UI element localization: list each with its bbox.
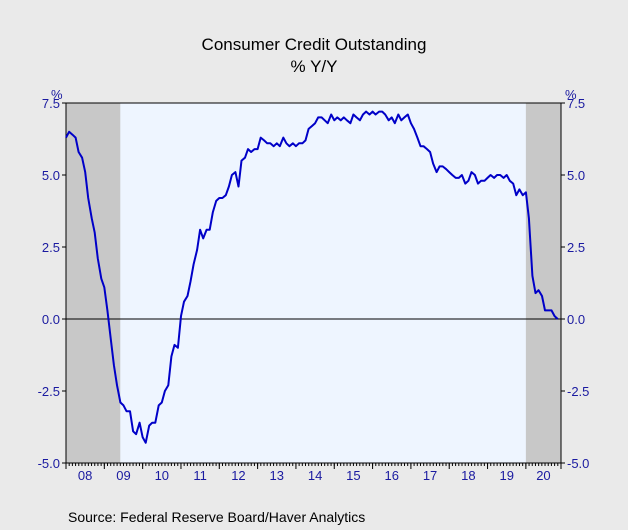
- x-tick-label: 18: [461, 468, 475, 483]
- x-tick-label: 17: [423, 468, 437, 483]
- series-line-1: [65, 110, 559, 444]
- y-tick-label-left: 5.0: [42, 168, 60, 183]
- x-tick-label: 09: [116, 468, 130, 483]
- x-tick-label: 19: [499, 468, 513, 483]
- y-tick-label-left: -5.0: [38, 456, 60, 471]
- source-note: Source: Federal Reserve Board/Haver Anal…: [68, 509, 365, 525]
- plot-frame: [65, 102, 562, 464]
- recession-band-1: [66, 103, 121, 463]
- x-tick-label: 15: [346, 468, 360, 483]
- y-tick-label-left: 2.5: [42, 240, 60, 255]
- x-tick-label: 13: [270, 468, 284, 483]
- x-tick-label: 20: [536, 468, 550, 483]
- y-tick-label-left: 7.5: [42, 96, 60, 111]
- y-tick-label-right: -5.0: [567, 456, 589, 471]
- y-tick-label-right: -2.5: [567, 384, 589, 399]
- y-tick-label-left: -2.5: [38, 384, 60, 399]
- y-tick-label-right: 0.0: [567, 312, 585, 327]
- y-axis-right-unit: %: [565, 87, 577, 102]
- plot-background: [66, 103, 561, 463]
- plot-area: 7.5 7.5 5.0 5.0 2.5 2.5 0.0 0.0 -2.5 -2.5 -5.0 -5.0…: [38, 96, 590, 483]
- y-axis-left-unit: %: [51, 87, 63, 102]
- recession-band-2: [525, 103, 561, 463]
- x-tick-label: 16: [385, 468, 399, 483]
- chart-subtitle: % Y/Y: [291, 57, 338, 76]
- y-tick-label-right: 2.5: [567, 240, 585, 255]
- chart-title: Consumer Credit Outstanding: [202, 35, 427, 54]
- x-tick-label: 10: [155, 468, 169, 483]
- x-tick-label: 14: [308, 468, 322, 483]
- y-tick-label-right: 7.5: [567, 96, 585, 111]
- x-tick-label: 12: [231, 468, 245, 483]
- y-tick-label-right: 5.0: [567, 168, 585, 183]
- x-tick-label: 08: [78, 468, 92, 483]
- x-tick-label: 11: [193, 468, 207, 483]
- y-tick-label-left: 0.0: [42, 312, 60, 327]
